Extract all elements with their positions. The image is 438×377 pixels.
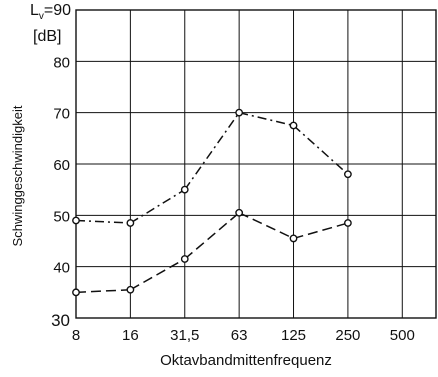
y-symbol: L (30, 2, 39, 19)
series-1 (72, 108, 352, 227)
series-line-segment (75, 219, 131, 224)
series-line-segment (293, 124, 349, 175)
y-tick-label: 70 (53, 106, 70, 123)
y-tick-label: 40 (53, 260, 70, 277)
data-point (72, 216, 80, 225)
series-line-segment (75, 289, 131, 294)
data-point (289, 234, 298, 243)
y-axis-label: Schwinggeschwindigkeit (10, 105, 25, 246)
y-tick-label: 50 (53, 208, 70, 225)
y-axis-top-label: Lv=90 (30, 2, 71, 22)
plot-frame (75, 9, 437, 319)
data-point (289, 121, 298, 130)
series-group (72, 108, 352, 297)
tick-labels: 8 16 31,5 63 125 250 500 30 40 50 60 70 80 (51, 54, 415, 344)
y-tick-label: 60 (53, 157, 70, 174)
x-tick-label: 16 (122, 327, 139, 344)
series-line-segment (130, 258, 186, 291)
series-line-segment (238, 212, 294, 240)
data-point (344, 170, 352, 179)
data-point (344, 219, 352, 227)
data-point (180, 255, 189, 263)
series-line-segment (184, 112, 240, 191)
series-line-segment (238, 111, 294, 127)
x-tick-label: 250 (335, 327, 360, 344)
y-tick-label: 80 (53, 54, 70, 71)
x-tick-label: 8 (72, 327, 80, 344)
series-line-segment (129, 189, 186, 224)
x-tick-label: 31,5 (170, 327, 199, 344)
data-point (235, 108, 244, 117)
series-line-segment (184, 212, 240, 260)
data-point (180, 185, 189, 194)
grid (76, 10, 436, 318)
y-symbol-subscript: v (39, 11, 44, 22)
data-point (235, 208, 244, 217)
x-tick-label: 63 (231, 327, 248, 344)
x-axis-label: Oktavbandmittenfrequenz (160, 352, 332, 369)
data-point (126, 219, 135, 227)
data-point (72, 288, 80, 297)
y-axis-unit: [dB] (33, 28, 61, 45)
y-tick-label: 30 (51, 311, 70, 330)
y-top-value: =90 (44, 2, 71, 19)
x-tick-label: 500 (390, 327, 415, 344)
data-point (126, 285, 135, 294)
series-2 (72, 208, 352, 297)
series-line-segment (293, 222, 349, 240)
x-tick-label: 125 (281, 327, 306, 344)
